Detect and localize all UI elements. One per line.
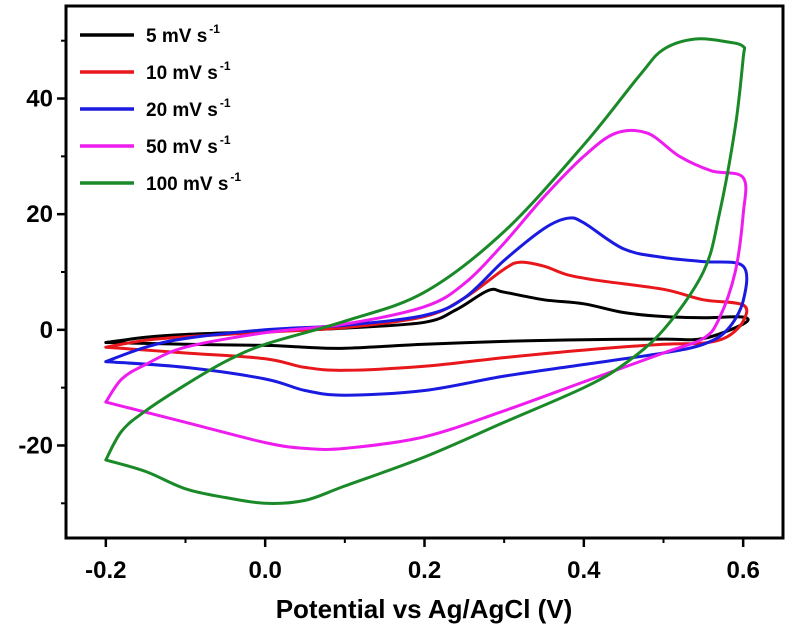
x-tick-label: 0.6 xyxy=(726,557,759,584)
x-tick-label: 0.4 xyxy=(567,557,601,584)
legend-label: 20 mV s -1 xyxy=(146,96,231,121)
series-line-1 xyxy=(104,287,750,350)
y-tick-label: 40 xyxy=(26,86,53,113)
y-axis-ticks: -20 0 20 40 xyxy=(18,39,66,505)
y-tick-label: 0 xyxy=(40,317,53,344)
legend-superscript: -1 xyxy=(220,133,231,147)
legend-superscript: -1 xyxy=(220,59,231,73)
y-tick-label: -20 xyxy=(18,432,53,459)
legend-superscript: -1 xyxy=(209,22,220,36)
x-tick-label: -0.2 xyxy=(85,557,126,584)
legend-label: 100 mV s -1 xyxy=(146,170,241,195)
legend: 5 mV s -1 10 mV s -1 20 mV s -1 50 mV s -1 100 m… xyxy=(80,22,241,195)
legend-label: 10 mV s -1 xyxy=(146,59,231,84)
series-layer xyxy=(104,37,750,505)
legend-label: 50 mV s -1 xyxy=(146,133,231,158)
legend-superscript: -1 xyxy=(220,96,231,110)
legend-superscript: -1 xyxy=(230,170,241,184)
x-axis-title: Potential vs Ag/AgCl (V) xyxy=(276,594,573,624)
series-line-2 xyxy=(104,260,749,372)
series-line-5 xyxy=(104,37,747,505)
x-axis-ticks: -0.2 0.0 0.2 0.4 0.6 xyxy=(85,538,760,584)
x-tick-label: 0.2 xyxy=(408,557,441,584)
x-tick-label: 0.0 xyxy=(248,557,281,584)
y-tick-label: 20 xyxy=(26,201,53,228)
legend-label: 5 mV s -1 xyxy=(146,22,220,47)
